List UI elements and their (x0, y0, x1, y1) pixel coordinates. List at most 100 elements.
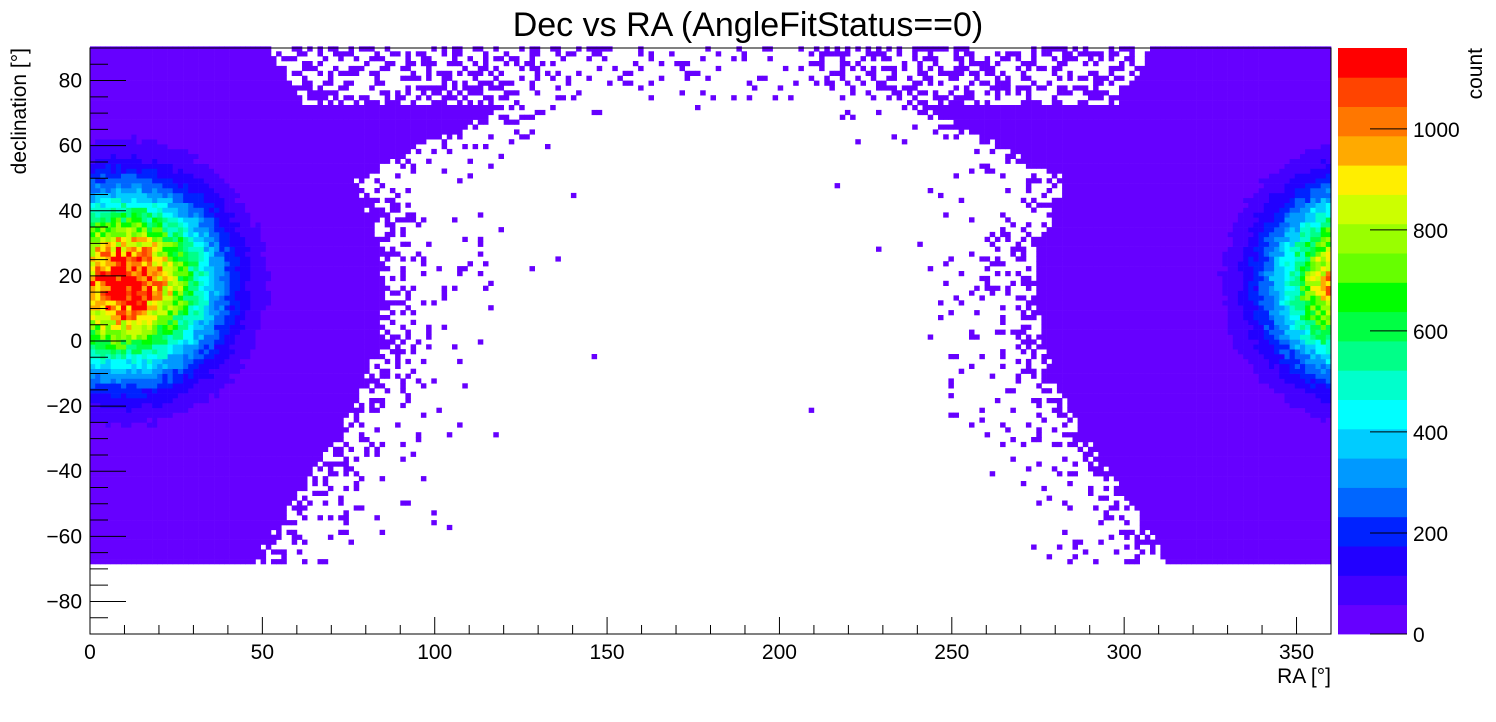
heatmap-cell (95, 544, 101, 550)
heatmap-cell (115, 246, 122, 252)
heatmap-cell (229, 285, 236, 291)
heatmap-cell (131, 61, 137, 67)
heatmap-cell (240, 315, 246, 321)
heatmap-cell (203, 466, 210, 472)
heatmap-cell (115, 437, 122, 443)
heatmap-cell (141, 51, 148, 57)
heatmap-cell (234, 344, 241, 350)
heatmap-cell (188, 466, 194, 472)
heatmap-cell (271, 271, 277, 277)
heatmap-cell (115, 124, 122, 130)
heatmap-cell (152, 188, 158, 194)
heatmap-cell (146, 319, 153, 325)
heatmap-cell (224, 109, 230, 116)
heatmap-cell (229, 515, 236, 521)
heatmap-cell (136, 398, 142, 404)
heatmap-cell (240, 100, 246, 106)
heatmap-cell (333, 139, 339, 145)
heatmap-cell (302, 495, 308, 501)
heatmap-cell (240, 163, 246, 169)
heatmap-cell (193, 246, 199, 252)
heatmap-cell (214, 129, 220, 135)
heatmap-cell (136, 285, 142, 291)
heatmap-cell (224, 75, 230, 81)
heatmap-cell (203, 349, 210, 355)
heatmap-cell (276, 95, 282, 101)
heatmap-cell (136, 495, 142, 501)
heatmap-cell (100, 134, 106, 140)
heatmap-cell (172, 207, 179, 213)
heatmap-cell (296, 271, 303, 277)
heatmap-cell (157, 251, 163, 257)
heatmap-cell (286, 485, 292, 492)
heatmap-cell (255, 261, 261, 267)
heatmap-cell (198, 256, 205, 262)
heatmap-cell (136, 500, 142, 506)
heatmap-cell (90, 505, 96, 511)
heatmap-cell (167, 407, 174, 413)
heatmap-cell (183, 407, 189, 413)
heatmap-cell (219, 197, 225, 203)
heatmap-cell (177, 456, 184, 462)
heatmap-cell (131, 378, 137, 384)
heatmap-cell (90, 134, 96, 140)
heatmap-cell (203, 105, 210, 111)
heatmap-cell (177, 183, 184, 189)
heatmap-cell (224, 446, 230, 452)
heatmap-cell (105, 324, 111, 330)
heatmap-cell (338, 271, 344, 277)
heatmap-cell (343, 529, 349, 535)
heatmap-cell (286, 271, 292, 277)
heatmap-cell (224, 539, 230, 545)
heatmap-cell (255, 197, 261, 203)
heatmap-cell (172, 51, 179, 57)
heatmap-cell (95, 188, 101, 194)
heatmap-cell (296, 290, 303, 296)
heatmap-cell (167, 51, 174, 57)
heatmap-cell (260, 368, 267, 374)
heatmap-cell (172, 275, 179, 282)
heatmap-cell (260, 319, 267, 325)
heatmap-cell (208, 368, 215, 374)
heatmap-cell (105, 300, 111, 306)
heatmap-cell (312, 183, 318, 189)
heatmap-cell (157, 280, 163, 286)
heatmap-cell (121, 539, 127, 545)
heatmap-cell (203, 65, 210, 72)
heatmap-cell (234, 231, 241, 238)
heatmap-cell (157, 339, 163, 345)
heatmap-cell (296, 207, 303, 213)
heatmap-cell (327, 188, 334, 194)
heatmap-cell (296, 481, 303, 487)
heatmap-cell (162, 144, 168, 150)
heatmap-cell (141, 559, 148, 565)
heatmap-cell (317, 105, 323, 111)
heatmap-cell (296, 109, 303, 116)
heatmap-cell (90, 261, 96, 267)
heatmap-cell (214, 188, 220, 194)
heatmap-cell (281, 197, 287, 203)
heatmap-cell (302, 505, 308, 511)
heatmap-cell (327, 515, 334, 521)
heatmap-cell (302, 144, 308, 150)
heatmap-cell (286, 471, 292, 477)
heatmap-cell (250, 178, 256, 184)
heatmap-cell (188, 192, 194, 199)
heatmap-cell (271, 398, 277, 404)
heatmap-cell (302, 417, 308, 423)
heatmap-cell (177, 61, 184, 67)
heatmap-cell (276, 153, 282, 159)
heatmap-cell (322, 290, 329, 296)
heatmap-cell (214, 124, 220, 130)
heatmap-cell (100, 163, 106, 169)
heatmap-cell (115, 481, 122, 487)
heatmap-cell (317, 188, 323, 194)
heatmap-cell (255, 144, 261, 150)
heatmap-cell (208, 222, 215, 228)
heatmap-cell (105, 549, 111, 555)
heatmap-cell (157, 285, 163, 291)
heatmap-cell (126, 544, 132, 550)
heatmap-cell (291, 105, 298, 111)
heatmap-cell (141, 65, 148, 72)
heatmap-cell (188, 271, 194, 277)
